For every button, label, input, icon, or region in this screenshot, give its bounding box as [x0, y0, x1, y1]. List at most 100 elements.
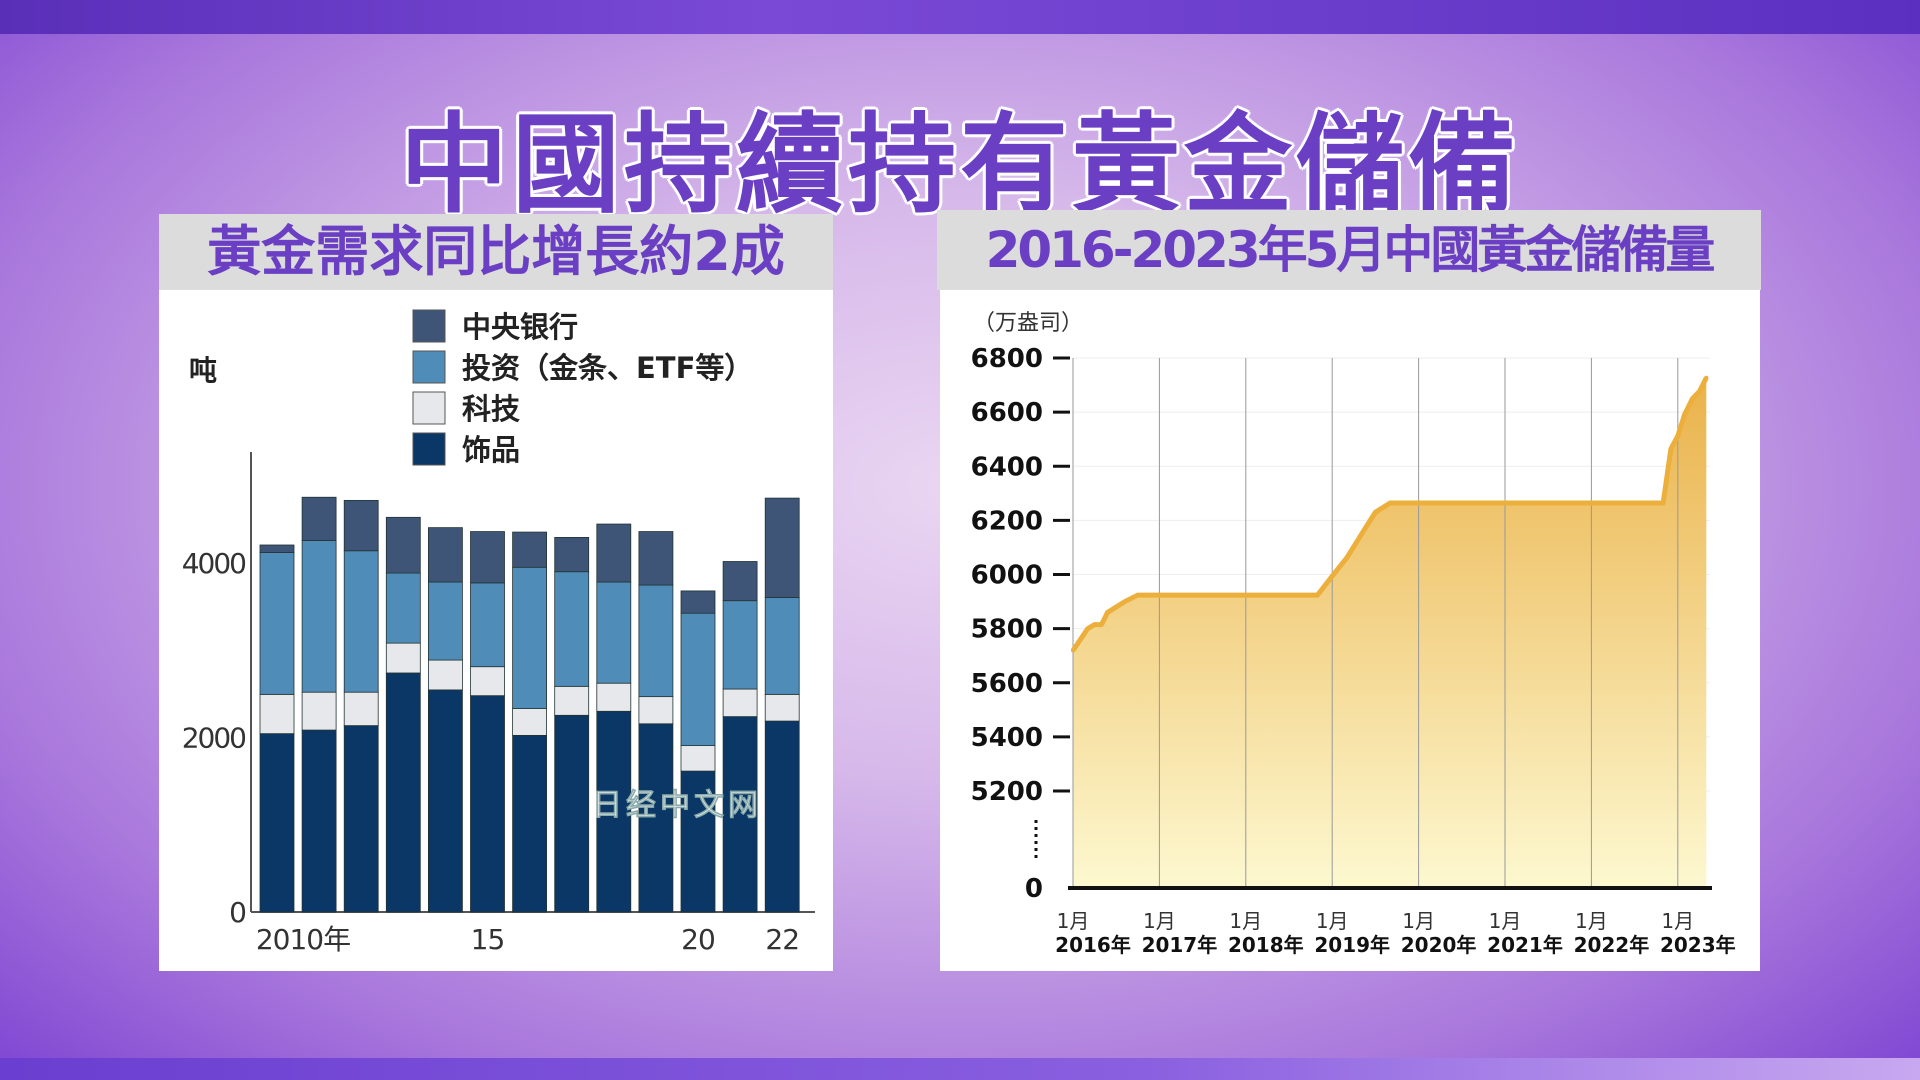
x-tick-month: 1月 — [1661, 909, 1694, 933]
bar-segment-2018-3 — [596, 523, 632, 583]
bar-segment-2013-1 — [385, 642, 421, 674]
bar-segment-2021-2 — [722, 600, 758, 690]
y-axis-unit: 吨 — [189, 354, 217, 387]
x-tick-year: 2016年 — [1055, 933, 1131, 957]
data-point — [1135, 593, 1140, 598]
y-tick-label: 6400 — [971, 452, 1043, 482]
bar-segment-2011-3 — [301, 496, 337, 541]
data-point — [1675, 433, 1680, 438]
bar-segment-2016-1 — [512, 708, 548, 736]
data-point — [1682, 412, 1687, 417]
y-tick-label: 0 — [1025, 874, 1043, 904]
bar-segment-2020-1 — [680, 745, 716, 772]
bar-segment-2022-3 — [764, 497, 800, 598]
bar-segment-2014-3 — [427, 527, 463, 583]
bar-segment-2013-3 — [385, 516, 421, 574]
bar-segment-2017-3 — [554, 536, 590, 573]
x-tick-month: 1月 — [1143, 909, 1176, 933]
data-point — [1099, 622, 1104, 627]
gold-reserve-chart-panel: （万盎司） 6800 6600 6400 6200 6000 5800 5600 5400 520… — [940, 290, 1760, 971]
y-tick-label: 5200 — [971, 777, 1043, 807]
x-tick-month: 1月 — [1575, 909, 1608, 933]
bar-segment-2021-3 — [722, 561, 758, 602]
bottom-band — [0, 1058, 1920, 1080]
x-tick-year: 2022年 — [1574, 933, 1650, 957]
bar-segment-2019-0 — [638, 723, 674, 913]
bar-segment-2010-0 — [259, 733, 295, 913]
bar-segment-2019-2 — [638, 584, 674, 698]
bar-segment-2014-2 — [427, 581, 463, 661]
bar-segment-2012-0 — [343, 725, 379, 913]
x-tick-year: 2017年 — [1142, 933, 1218, 957]
data-point — [1388, 501, 1393, 506]
bar-segment-2019-3 — [638, 531, 674, 586]
y-tick-label: 2000 — [182, 721, 245, 754]
data-point — [1114, 604, 1119, 609]
bar-segment-2021-1 — [722, 688, 758, 718]
bar-segment-2018-0 — [596, 710, 632, 913]
bar-segment-2017-2 — [554, 571, 590, 687]
bar-segment-2013-0 — [385, 672, 421, 913]
bar-segment-2017-0 — [554, 714, 590, 913]
bar-segment-2012-1 — [343, 691, 379, 727]
y-tick-label: 6800 — [971, 344, 1043, 374]
x-tick-year: 2023年 — [1660, 933, 1736, 957]
left-chart-subtitle: 黃金需求同比增長約2成 — [159, 214, 833, 290]
bar-segment-2015-2 — [470, 582, 505, 668]
x-tick-year: 2020年 — [1401, 933, 1477, 957]
bar-segment-2015-0 — [470, 695, 505, 913]
x-tick-year: 2019年 — [1314, 933, 1390, 957]
data-point — [1697, 389, 1702, 394]
bar-segment-2010-1 — [259, 693, 295, 735]
data-point — [1092, 622, 1097, 627]
y-tick-label: 5400 — [971, 723, 1043, 753]
x-tick-label: 15 — [471, 923, 505, 956]
data-point — [1122, 599, 1127, 604]
x-tick-month: 1月 — [1316, 909, 1349, 933]
bar-segment-2016-2 — [512, 566, 548, 709]
data-point — [1690, 396, 1695, 401]
bar-segment-2022-1 — [764, 693, 800, 722]
data-point — [1373, 510, 1378, 515]
bar-segment-2010-2 — [259, 552, 295, 695]
data-point — [1085, 626, 1090, 631]
legend-label: 饰品 — [462, 433, 520, 467]
x-tick-month: 1月 — [1402, 909, 1435, 933]
bar-segment-2011-0 — [301, 729, 337, 913]
x-tick-month: 1月 — [1229, 909, 1262, 933]
bar-segment-2022-2 — [764, 597, 800, 695]
bar-segment-2013-2 — [385, 572, 421, 644]
y-axis-unit: （万盎司） — [973, 311, 1083, 336]
y-tick-label: 6000 — [971, 561, 1043, 591]
legend-label: 中央银行 — [462, 310, 578, 344]
legend-swatch — [412, 309, 446, 343]
bar-segment-2012-3 — [343, 499, 379, 552]
x-tick-month: 1月 — [1057, 909, 1090, 933]
x-tick-label: 2010年 — [256, 923, 350, 956]
data-point — [1661, 501, 1666, 506]
bar-segment-2014-1 — [427, 659, 463, 691]
y-tick-label: 5600 — [971, 669, 1043, 699]
bar-segment-2010-3 — [259, 544, 295, 553]
legend-label: 科技 — [462, 392, 520, 426]
bar-segment-2017-1 — [554, 685, 590, 716]
watermark: 日经中文网 — [592, 788, 762, 823]
gold-reserve-area-chart: （万盎司） 6800 6600 6400 6200 6000 5800 5600 5400 520… — [971, 311, 1736, 957]
data-point — [1315, 593, 1320, 598]
page-title: 中國持續持有黃金儲備 — [399, 103, 1520, 228]
bar-segment-2020-3 — [680, 590, 716, 614]
bar-segment-2015-3 — [470, 531, 505, 584]
data-point — [1071, 648, 1075, 653]
y-tick-label: 4000 — [182, 547, 245, 580]
x-tick-year: 2018年 — [1228, 933, 1304, 957]
bar-segment-2022-0 — [764, 720, 800, 913]
bar-segment-2015-1 — [470, 666, 505, 697]
bar-segment-2011-1 — [301, 691, 337, 731]
top-band — [0, 0, 1920, 34]
bar-segment-2018-1 — [596, 682, 632, 712]
gold-demand-chart-panel: 吨 0 2000 4000 2010年 15 20 22 中央银行 投资（金条、ETF等） 科技 饰品… — [159, 290, 833, 971]
reserve-area — [1073, 377, 1707, 888]
data-point — [1364, 523, 1369, 528]
data-point — [1668, 446, 1673, 451]
bar-segment-2012-2 — [343, 550, 379, 693]
